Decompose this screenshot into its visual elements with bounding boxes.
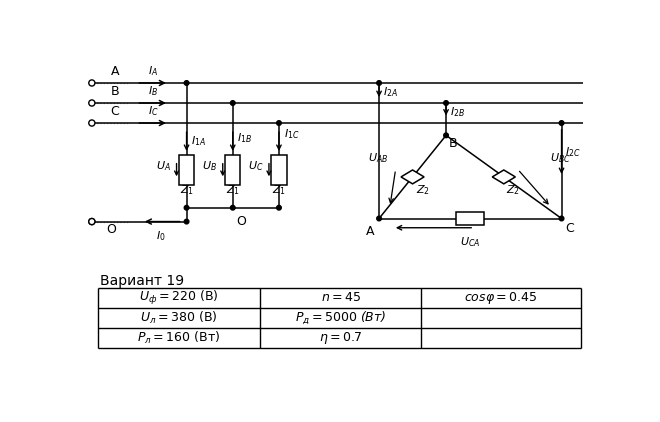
Text: $Z_2$: $Z_2$	[463, 210, 477, 224]
Bar	[225, 155, 240, 184]
Circle shape	[444, 101, 448, 106]
Text: $U_B$: $U_B$	[203, 159, 217, 173]
Text: $P_{д} = 5000$ (Вт): $P_{д} = 5000$ (Вт)	[295, 309, 386, 326]
Text: $U_A$: $U_A$	[156, 159, 171, 173]
Circle shape	[88, 120, 95, 126]
Text: $I_0$: $I_0$	[156, 229, 166, 243]
Circle shape	[277, 121, 281, 125]
Circle shape	[377, 216, 381, 221]
Text: $I_C$: $I_C$	[148, 104, 159, 118]
Text: Вариант 19: Вариант 19	[100, 274, 183, 288]
Text: C: C	[111, 105, 119, 118]
Text: O: O	[106, 223, 116, 236]
Text: $I_{2C}$: $I_{2C}$	[566, 146, 581, 159]
Text: $Z_2$: $Z_2$	[506, 183, 520, 197]
Circle shape	[559, 216, 564, 221]
Circle shape	[277, 206, 281, 210]
Circle shape	[230, 206, 235, 210]
Text: $U_{CA}$: $U_{CA}$	[460, 235, 480, 249]
Text: $I_{1A}$: $I_{1A}$	[191, 134, 206, 148]
Circle shape	[184, 219, 189, 224]
Circle shape	[88, 80, 95, 86]
Text: $I_{1B}$: $I_{1B}$	[238, 131, 253, 144]
Text: $I_{2A}$: $I_{2A}$	[383, 85, 398, 99]
Text: $I_B$: $I_B$	[148, 84, 158, 97]
Polygon shape	[401, 170, 424, 184]
Circle shape	[559, 121, 564, 125]
Text: $U_{AB}$: $U_{AB}$	[368, 151, 388, 165]
Circle shape	[230, 101, 235, 106]
Text: $U_{ф} = 220$ (В): $U_{ф} = 220$ (В)	[139, 289, 218, 307]
Circle shape	[88, 219, 95, 225]
Text: C: C	[566, 222, 574, 235]
Text: $Z_1$: $Z_1$	[272, 183, 286, 197]
Text: $I_A$: $I_A$	[148, 64, 158, 78]
Text: B: B	[111, 84, 119, 97]
Text: $I_{2B}$: $I_{2B}$	[450, 106, 465, 119]
Circle shape	[377, 81, 381, 85]
Text: B: B	[449, 137, 458, 150]
Text: $n = 45$: $n = 45$	[321, 291, 360, 304]
Text: $P_{л} = 160$ (Вт): $P_{л} = 160$ (Вт)	[137, 330, 220, 346]
Text: $U_{л} = 380$ (В): $U_{л} = 380$ (В)	[140, 310, 218, 326]
Text: $Z_1$: $Z_1$	[180, 183, 193, 197]
Text: A: A	[111, 65, 119, 78]
Circle shape	[88, 100, 95, 106]
Circle shape	[444, 133, 448, 138]
Bar	[271, 155, 286, 184]
Text: $cos\varphi = 0.45$: $cos\varphi = 0.45$	[465, 290, 538, 306]
Circle shape	[184, 81, 189, 85]
Text: $Z_2$: $Z_2$	[416, 183, 430, 197]
Circle shape	[88, 219, 95, 225]
Bar	[179, 155, 194, 184]
Circle shape	[184, 206, 189, 210]
Text: $I_{1C}$: $I_{1C}$	[284, 127, 299, 141]
Text: A: A	[366, 225, 374, 238]
Text: $\eta = 0.7$: $\eta = 0.7$	[319, 330, 362, 346]
Text: $Z_1$: $Z_1$	[226, 183, 240, 197]
Text: $U_C$: $U_C$	[248, 159, 263, 173]
Text: $U_{BC}$: $U_{BC}$	[550, 151, 571, 165]
Polygon shape	[492, 170, 515, 184]
Bar	[457, 211, 484, 225]
Text: O: O	[237, 215, 246, 228]
